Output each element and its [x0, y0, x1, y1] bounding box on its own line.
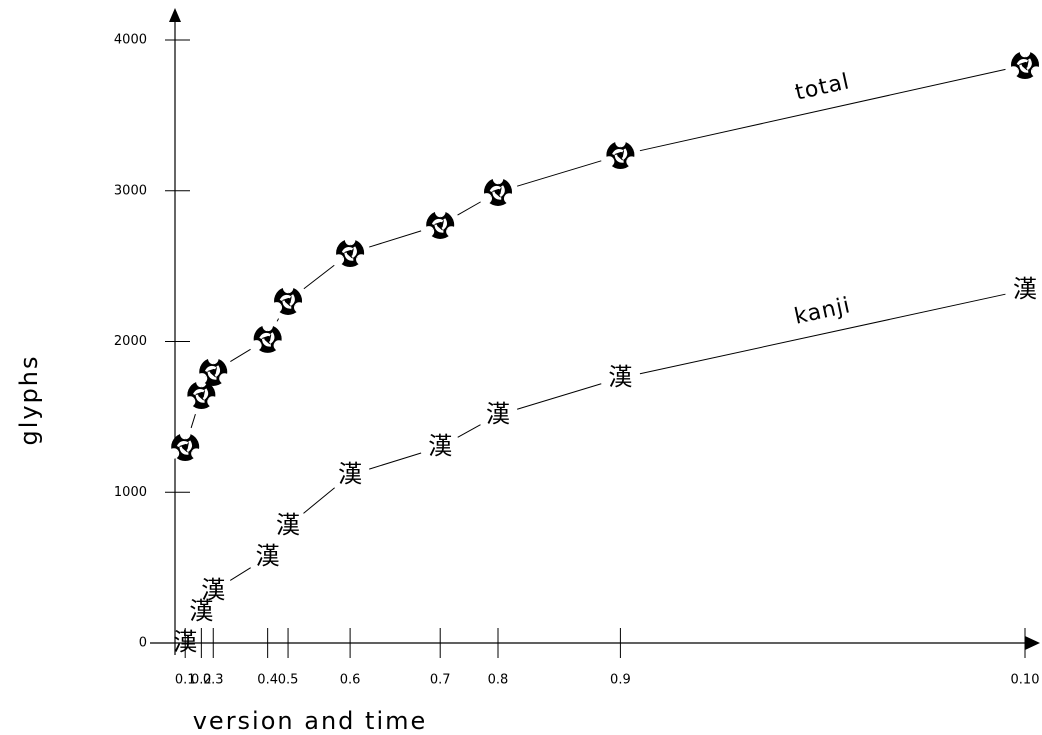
point: 漢: [608, 363, 632, 391]
tomoe-swirl: [282, 300, 305, 313]
y-arrow: [169, 8, 181, 22]
tomoe-swirl: [207, 371, 230, 384]
tomoe-swirl: [261, 338, 285, 351]
point: 漢: [276, 511, 300, 539]
point: 漢: [189, 597, 213, 625]
y-tick-label: 4000: [114, 33, 147, 48]
point: 漢: [256, 542, 280, 570]
tomoe-swirl: [1008, 59, 1029, 77]
tomoe-swirl: [180, 428, 193, 453]
x-axis-label: version and time: [193, 707, 428, 735]
tomoe-swirl: [282, 282, 295, 306]
tomoe-swirl: [196, 365, 217, 384]
series-label: total: [793, 69, 852, 105]
line-segment: [190, 413, 196, 429]
point: 漢: [1013, 275, 1037, 303]
point: 漢: [486, 400, 510, 428]
y-tick-label: 3000: [114, 183, 147, 198]
x-arrow: [1025, 636, 1040, 650]
point: 漢: [201, 576, 225, 604]
point: 漢: [338, 460, 362, 488]
line-segment: [276, 318, 280, 322]
point: 漢: [428, 432, 452, 460]
x-tick-label: 0.10: [1011, 673, 1040, 688]
line-segment: [230, 348, 251, 363]
line-segment: [303, 264, 335, 290]
tomoe-swirl: [481, 185, 502, 204]
point: [481, 173, 515, 206]
tomoe-swirl: [184, 388, 205, 407]
tomoe-swirl: [251, 332, 271, 351]
x-tick-label: 0.1: [175, 673, 196, 688]
tomoe-swirl: [208, 353, 221, 377]
line-segment: [369, 452, 422, 470]
y-axis-label: glyphs: [15, 354, 43, 445]
point: [271, 282, 305, 315]
point: [196, 353, 230, 386]
x-tick-label: 0.6: [340, 673, 361, 688]
y-tick-label: 2000: [114, 334, 147, 349]
line-segment: [303, 487, 335, 514]
tomoe-swirl: [603, 149, 624, 167]
point: [168, 428, 202, 462]
tomoe-swirl: [195, 394, 218, 407]
point: [603, 136, 637, 170]
x-tick-label: 0.4: [257, 673, 278, 688]
tomoe-swirl: [179, 446, 202, 459]
x-tick-label: 0.2: [191, 673, 212, 688]
tomoe-swirl: [423, 218, 444, 237]
y-tick-label: 1000: [114, 485, 147, 500]
tomoe-swirl: [271, 294, 292, 313]
line-segment: [369, 230, 422, 248]
series-label: kanji: [792, 293, 853, 330]
x-tick-label: 0.7: [430, 673, 451, 688]
point: [333, 234, 367, 268]
line-segment: [229, 567, 251, 581]
point: [1008, 46, 1042, 80]
line-segment: [517, 160, 602, 187]
tomoe-swirl: [434, 224, 457, 237]
x-tick-label: 0.9: [610, 673, 631, 688]
tomoe-swirl: [614, 154, 637, 167]
tomoe-swirl: [615, 136, 628, 161]
x-tick-label: 0.3: [203, 673, 224, 688]
point: [251, 320, 285, 353]
line-segment: [457, 424, 481, 438]
line-segment: [457, 201, 481, 216]
line-segment: [639, 293, 1006, 375]
y-tick-label: 0: [139, 636, 147, 651]
x-tick-label: 0.5: [278, 673, 299, 688]
tomoe-swirl: [492, 191, 515, 204]
tomoe-swirl: [492, 173, 505, 197]
point: 漢: [173, 628, 197, 656]
tomoe-swirl: [333, 246, 354, 265]
line-segment: [639, 68, 1006, 152]
tomoe-swirl: [344, 234, 357, 259]
tomoe-swirl: [168, 441, 189, 459]
point: [423, 206, 457, 239]
point: [184, 376, 218, 410]
line-segment: [516, 383, 602, 410]
tomoe-swirl: [1019, 64, 1042, 77]
tomoe-swirl: [435, 206, 448, 231]
x-tick-label: 0.8: [488, 673, 509, 688]
tomoe-swirl: [262, 320, 275, 344]
tomoe-swirl: [344, 252, 367, 265]
tomoe-swirl: [1019, 46, 1032, 71]
